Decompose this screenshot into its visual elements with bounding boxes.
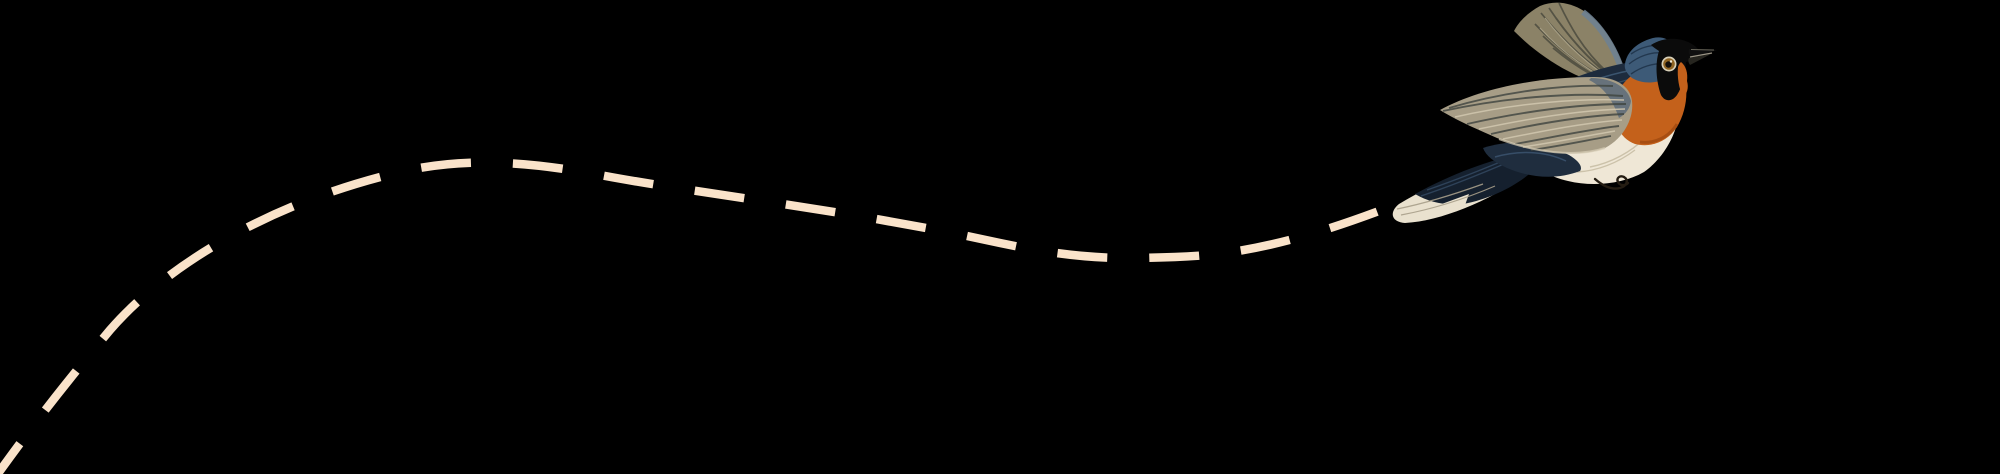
bird-face-mask: [1651, 38, 1701, 101]
bird-neck-patch: [1677, 62, 1688, 97]
dashed-flight-path: [0, 158, 1402, 474]
bird-foot: [1593, 175, 1630, 190]
near-wing-covert-patch: [1589, 78, 1631, 118]
bird-eye: [1661, 56, 1677, 72]
bird-near-wing: [1440, 77, 1633, 154]
bird-beak: [1688, 49, 1717, 65]
bird-illustration: [1392, 2, 1717, 223]
